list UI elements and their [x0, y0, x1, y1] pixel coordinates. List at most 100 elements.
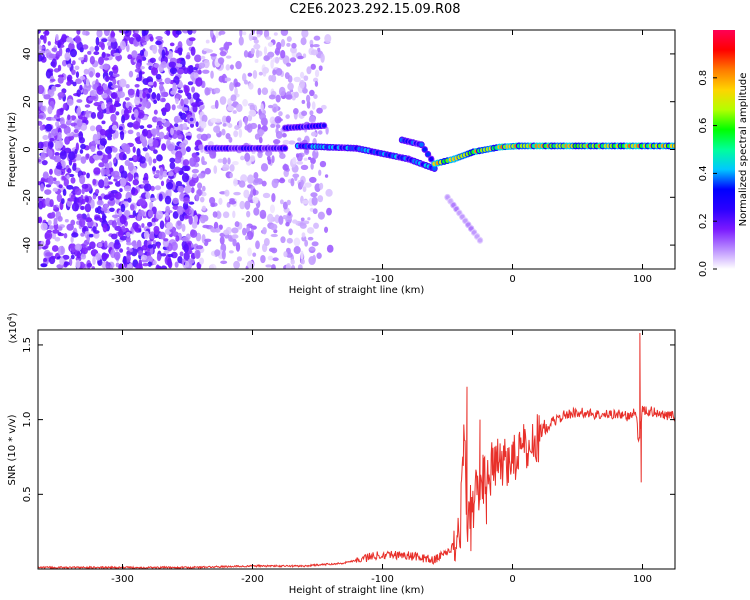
noise-speck [168, 171, 174, 177]
noise-speck [189, 117, 194, 122]
noise-speck [74, 35, 81, 44]
noise-speck [127, 263, 133, 269]
noise-speck [39, 125, 44, 131]
noise-speck [231, 234, 239, 239]
noise-speck [49, 137, 55, 142]
noise-speck [181, 172, 190, 183]
noise-speck [143, 50, 149, 58]
noise-speck [44, 231, 53, 241]
noise-speck [132, 120, 141, 130]
noise-speck [159, 166, 164, 176]
noise-speck [139, 66, 145, 70]
noise-speck [300, 164, 309, 170]
noise-speck [214, 249, 221, 257]
colorbar-tick-label: 0.8 [698, 70, 709, 86]
noise-speck [285, 94, 293, 100]
noise-speck [210, 117, 217, 123]
noise-speck [89, 71, 94, 78]
noise-speck [61, 175, 66, 181]
noise-speck [51, 128, 58, 137]
noise-speck [176, 63, 183, 68]
noise-speck [61, 198, 65, 205]
top-ytick-label: -20 [22, 189, 33, 205]
noise-speck [293, 76, 301, 83]
noise-speck [265, 264, 272, 268]
noise-speck [286, 199, 291, 206]
noise-speck [78, 57, 84, 61]
noise-speck [311, 101, 316, 110]
noise-speck [182, 107, 189, 112]
noise-speck [127, 129, 134, 135]
noise-speck [243, 50, 249, 58]
noise-speck [43, 258, 48, 262]
noise-speck [135, 263, 143, 269]
noise-speck [85, 217, 93, 223]
noise-speck [312, 43, 320, 48]
noise-speck [170, 251, 178, 259]
noise-speck [117, 91, 126, 99]
spectrogram-area [38, 30, 675, 269]
noise-speck [90, 199, 95, 209]
noise-speck [62, 254, 70, 260]
noise-speck [301, 30, 309, 38]
noise-speck [71, 69, 76, 75]
signal-point [463, 218, 468, 223]
noise-speck [227, 98, 232, 107]
noise-speck [187, 81, 194, 86]
signal-point [457, 210, 462, 216]
noise-speck [164, 212, 169, 216]
noise-speck [154, 173, 160, 178]
signal-point [471, 230, 477, 235]
noise-speck [166, 30, 171, 36]
noise-speck [90, 145, 96, 153]
noise-speck [242, 99, 248, 107]
noise-speck [47, 149, 53, 158]
noise-speck [158, 83, 164, 92]
noise-speck [122, 255, 127, 265]
noise-speck [234, 82, 241, 87]
noise-speck [182, 67, 189, 75]
noise-speck [151, 66, 159, 76]
noise-speck [124, 97, 130, 101]
noise-speck [123, 185, 132, 192]
noise-speck [126, 242, 133, 246]
noise-speck [201, 156, 205, 165]
noise-speck [152, 139, 159, 148]
noise-speck [190, 46, 196, 56]
noise-speck [57, 91, 65, 98]
colorbar-tick-label: 0.4 [698, 165, 709, 181]
noise-speck [56, 108, 60, 118]
noise-speck [272, 139, 281, 145]
noise-speck [242, 31, 247, 36]
noise-speck [244, 124, 251, 131]
noise-speck [171, 104, 176, 111]
noise-speck [55, 169, 62, 177]
noise-speck [256, 33, 261, 38]
noise-speck [170, 127, 174, 136]
noise-speck [68, 258, 73, 267]
noise-speck [147, 137, 155, 147]
snr-series-line [38, 332, 675, 569]
noise-speck [267, 41, 274, 47]
noise-speck [66, 132, 74, 137]
noise-speck [261, 180, 267, 187]
noise-speck [80, 156, 87, 164]
noise-speck [72, 81, 77, 87]
noise-speck [75, 71, 80, 78]
noise-speck [195, 245, 204, 250]
noise-speck [253, 177, 260, 184]
noise-speck [233, 260, 240, 269]
noise-speck [156, 93, 161, 102]
noise-speck [260, 163, 269, 172]
noise-speck [128, 214, 136, 219]
noise-speck [140, 36, 146, 44]
noise-speck [73, 128, 79, 134]
noise-speck [161, 49, 166, 59]
noise-speck [44, 123, 53, 132]
noise-speck [137, 109, 145, 119]
noise-speck [229, 64, 234, 70]
noise-speck [105, 74, 110, 83]
noise-speck [81, 44, 89, 50]
noise-speck [51, 85, 57, 92]
